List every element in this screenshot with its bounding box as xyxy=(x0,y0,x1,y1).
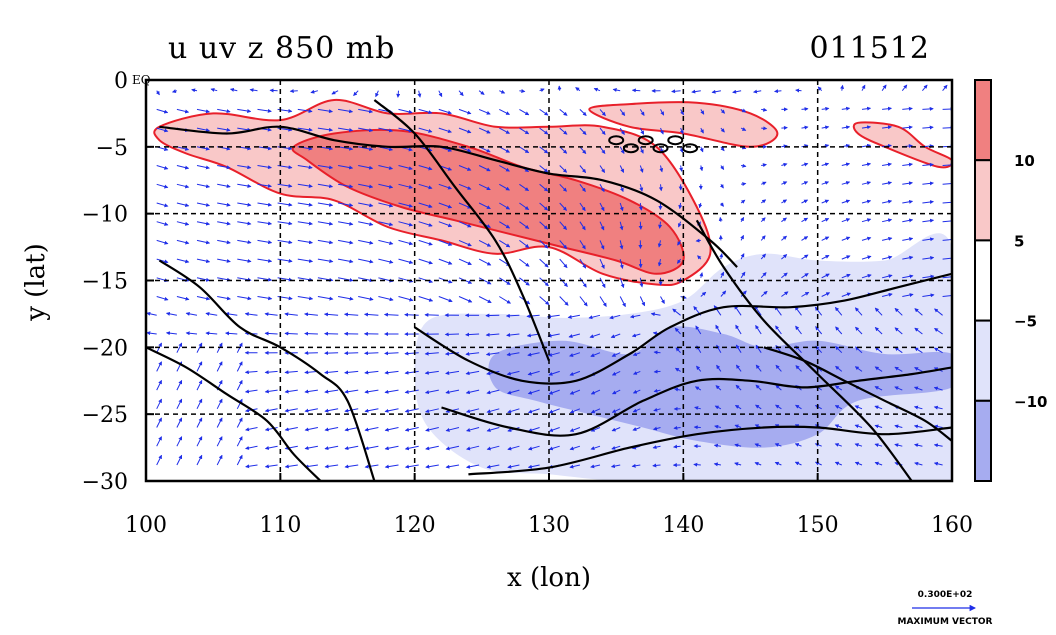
wind-vector-420 xyxy=(559,86,560,91)
wind-vector-285 xyxy=(405,315,419,316)
y-tick-label: −15 xyxy=(82,270,128,295)
wind-vector-539 xyxy=(654,352,660,353)
x-axis-ticks: 100 110 120 130 140 150 160 xyxy=(125,473,973,538)
wind-vector-673 xyxy=(802,109,808,110)
y-axis-label: y (lat) xyxy=(21,243,51,322)
reference-vector-label: MAXIMUM VECTOR xyxy=(897,617,992,627)
x-tick-label: 140 xyxy=(662,513,704,538)
wind-vector-252 xyxy=(398,91,399,98)
wind-vector-672 xyxy=(796,90,802,91)
wind-vector-632 xyxy=(761,128,766,129)
wind-vector-328 xyxy=(445,334,459,335)
wind-vector-160 xyxy=(285,333,298,334)
x-axis-label: x (lon) xyxy=(507,563,591,593)
x-tick-label: 160 xyxy=(931,513,973,538)
wind-vector-513 xyxy=(640,259,641,267)
wind-vector-245 xyxy=(365,353,379,354)
colorbar-band-0 xyxy=(975,80,991,160)
wind-vector-181 xyxy=(305,334,318,335)
wind-vector-224 xyxy=(345,353,359,354)
y-tick-label: 0 xyxy=(114,69,128,94)
wind-vector-203 xyxy=(325,353,338,354)
x-tick-label: 130 xyxy=(528,513,570,538)
wind-vector-306 xyxy=(425,315,439,316)
wind-vector-139 xyxy=(265,333,277,334)
colorbar-band-2 xyxy=(975,240,991,320)
eq-label: EQ xyxy=(132,73,151,87)
colorbar-band-3 xyxy=(975,321,991,401)
colorbar-tick-label: −10 xyxy=(1014,393,1047,411)
y-tick-label: −30 xyxy=(82,470,128,495)
wind-vector-575 xyxy=(696,240,701,241)
colorbar-tick-label: 10 xyxy=(1014,152,1035,170)
colorbar: 10 5 −5 −10 xyxy=(975,80,1047,481)
colorbar-tick-label: −5 xyxy=(1014,313,1037,331)
reference-vector-value: 0.300E+02 xyxy=(918,590,973,600)
x-tick-label: 100 xyxy=(125,513,167,538)
colorbar-band-1 xyxy=(975,160,991,240)
wind-vector-504 xyxy=(633,90,641,91)
wind-vector-540 xyxy=(654,371,660,372)
colorbar-band-4 xyxy=(975,401,991,481)
y-tick-label: −5 xyxy=(96,136,128,161)
colorbar-tick-label: 5 xyxy=(1014,232,1024,250)
wind-vector-799 xyxy=(922,109,933,110)
reference-vector: 0.300E+02 MAXIMUM VECTOR xyxy=(897,590,992,627)
x-tick-label: 110 xyxy=(259,513,301,538)
wind-vector-595 xyxy=(720,218,721,222)
x-tick-label: 120 xyxy=(394,513,436,538)
wind-vector-390 xyxy=(507,315,520,316)
y-tick-label: −20 xyxy=(82,336,128,361)
x-tick-label: 150 xyxy=(797,513,839,538)
date-label: 011512 xyxy=(809,31,930,66)
y-axis-ticks: 0 −5 −10 −15 −20 −25 −30 xyxy=(82,69,154,495)
y-tick-label: −10 xyxy=(82,203,128,228)
wind-vector-653 xyxy=(781,128,787,129)
chart-title: u uv z 850 mb xyxy=(168,31,395,66)
wind-vector-511 xyxy=(640,222,641,230)
wind-vector-147 xyxy=(290,91,297,92)
wind-vector-587 xyxy=(694,464,701,465)
y-tick-label: −25 xyxy=(82,403,128,428)
